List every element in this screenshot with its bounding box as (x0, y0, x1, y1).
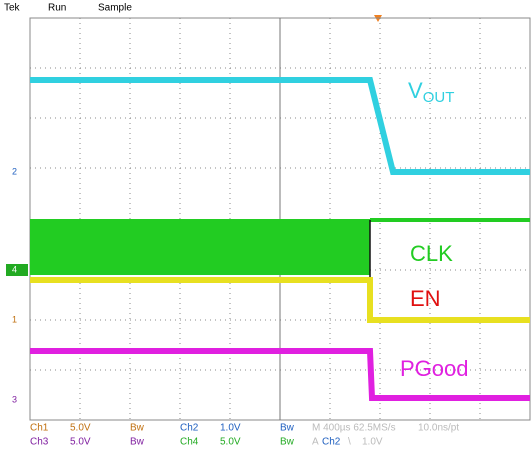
acq-mode: Sample (98, 3, 132, 14)
f: Ch1 (30, 423, 49, 434)
f: Ch2 (322, 437, 341, 448)
f: 5.0V (70, 437, 91, 448)
f: Bw (130, 437, 145, 448)
f: 5.0V (70, 423, 91, 434)
f: M 400µs 62.5MS/s (312, 423, 396, 434)
brand: Tek (4, 3, 21, 14)
f: 10.0ns/pt (418, 423, 459, 434)
f: A (312, 437, 319, 448)
vout-sub: OUT (423, 89, 455, 106)
ch-marker: 3 (12, 394, 17, 404)
en-trace (30, 277, 530, 323)
f: Ch4 (180, 437, 199, 448)
pgood-label: PGood (400, 356, 469, 381)
pgood-trace (30, 348, 530, 401)
ch4-box (6, 264, 28, 276)
ch-marker: 4 (12, 264, 17, 274)
clk-label: CLK (410, 241, 453, 266)
vout-label: VOUT (408, 78, 454, 106)
clk-band (30, 219, 370, 275)
footer: Ch1 5.0V Bw Ch2 1.0V Bw M 400µs 62.5MS/s… (30, 423, 459, 448)
en-label: EN (410, 286, 441, 311)
f: 5.0V (220, 437, 241, 448)
f: \ (348, 437, 351, 448)
vout-main: V (408, 78, 423, 103)
ch-marker: 2 (12, 166, 17, 176)
run-state: Run (48, 3, 66, 14)
f: Ch2 (180, 423, 199, 434)
f: Ch3 (30, 437, 49, 448)
ch-marker: 1 (12, 314, 17, 324)
f: 1.0V (362, 437, 383, 448)
vout-trace (30, 77, 530, 175)
f: Bw (280, 437, 295, 448)
f: Bw (280, 423, 295, 434)
f: 1.0V (220, 423, 241, 434)
f: Bw (130, 423, 145, 434)
